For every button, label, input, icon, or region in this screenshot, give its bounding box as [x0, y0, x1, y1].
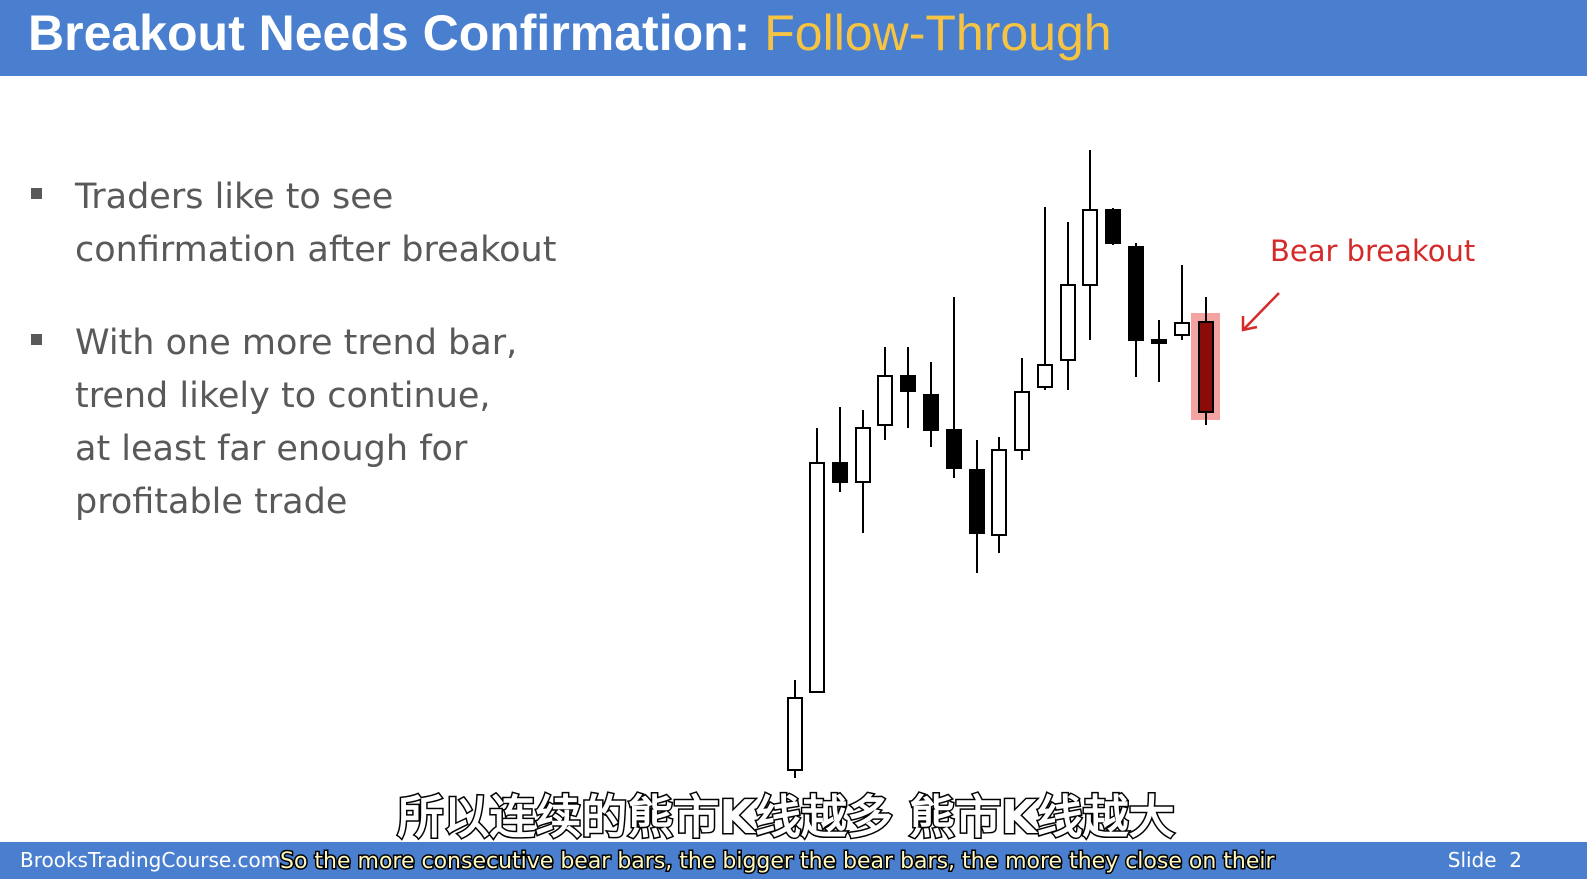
candle-body — [809, 462, 825, 693]
bullet-line: trend likely to continue, — [75, 376, 491, 416]
candle-body — [991, 449, 1007, 536]
title: Breakout Needs Confirmation: Follow-Thro… — [28, 5, 1112, 61]
header-bar — [0, 0, 1587, 76]
bullet-line: profitable trade — [75, 482, 347, 522]
candle-body — [855, 427, 871, 483]
candle-body — [1105, 209, 1121, 244]
candle-body — [1060, 284, 1076, 361]
title-highlight: Follow-Through — [764, 5, 1111, 61]
candle-body — [946, 429, 962, 469]
arrow — [1243, 292, 1280, 330]
bullet-line: confirmation after breakout — [75, 230, 556, 270]
subtitle: So the more consecutive bear bars, the b… — [280, 849, 1275, 874]
candle-body — [877, 375, 893, 426]
bullet-marker — [31, 188, 42, 199]
candle-body — [969, 469, 985, 534]
candle-body — [1014, 391, 1030, 451]
footer-bar — [0, 842, 1587, 879]
candle-body — [832, 462, 848, 483]
candle-body — [900, 375, 916, 392]
candle-body — [1037, 364, 1053, 388]
candlestick-chart — [787, 150, 1220, 778]
slide-number: Slide 2 — [1448, 848, 1522, 872]
bullet-line: at least far enough for — [75, 429, 468, 469]
footer-site: BrooksTradingCourse.com — [20, 848, 280, 872]
annotation: Bear breakout — [1270, 234, 1475, 268]
candle-body — [1198, 321, 1214, 413]
title-main: Breakout Needs Confirmation: — [28, 5, 750, 61]
candle-body — [787, 697, 803, 771]
candle-body — [1128, 246, 1144, 341]
bullet-line: With one more trend bar, — [75, 323, 517, 363]
bullet-line: Traders like to see — [74, 177, 393, 217]
candle-body — [923, 394, 939, 431]
bullet-marker — [31, 334, 42, 345]
candle-body — [1174, 322, 1190, 336]
candle-body — [1151, 339, 1167, 344]
candle-body — [1082, 209, 1098, 286]
subtitle: 所以连续的熊市K线越多 熊市K线越大 — [397, 790, 1174, 844]
arrow-head — [1241, 316, 1258, 332]
